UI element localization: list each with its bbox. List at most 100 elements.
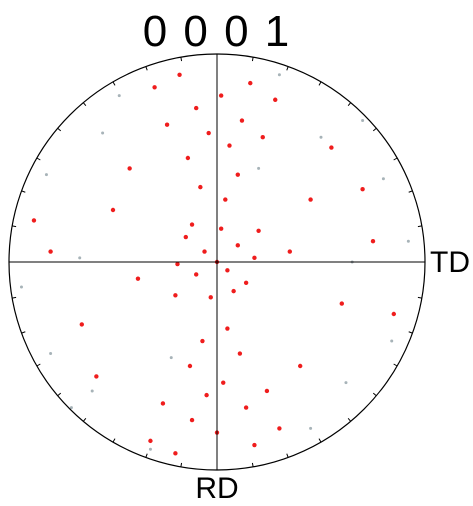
pole-point-series-0-28 xyxy=(273,97,278,102)
chart-title: 0 0 0 1 xyxy=(143,7,292,56)
pole-point-series-0-20 xyxy=(206,130,211,136)
boundary-tick-260 xyxy=(180,462,183,467)
boundary-tick-310 xyxy=(347,417,352,422)
pole-point-series-1-2 xyxy=(344,381,348,385)
pole-point-series-0-21 xyxy=(239,118,245,123)
pole-point-series-0-7 xyxy=(218,226,224,231)
pole-point-series-0-57 xyxy=(287,249,292,254)
boundary-tick-140 xyxy=(57,127,62,132)
boundary-tick-150 xyxy=(36,157,41,161)
pole-point-series-0-1 xyxy=(202,249,207,254)
boundary-tick-40 xyxy=(372,127,377,132)
pole-point-series-1-13 xyxy=(117,94,121,98)
pole-point-series-0-52 xyxy=(127,166,132,171)
pole-point-series-0-49 xyxy=(370,239,376,244)
boundary-tick-50 xyxy=(347,102,352,107)
pole-point-series-1-0 xyxy=(319,135,323,139)
pole-point-series-1-3 xyxy=(90,389,94,393)
pole-point-series-0-53 xyxy=(329,145,334,150)
pole-point-series-1-19 xyxy=(78,256,82,260)
boundary-tick-350 xyxy=(417,296,422,299)
pole-point-series-0-58 xyxy=(135,276,141,281)
scatter-points xyxy=(19,72,410,456)
pole-point-series-0-39 xyxy=(252,442,257,448)
pole-point-series-0-29 xyxy=(152,85,157,90)
pole-point-series-0-45 xyxy=(308,197,313,202)
pole-point-series-0-54 xyxy=(94,374,99,379)
pole-point-series-0-40 xyxy=(173,451,178,456)
boundary-tick-10 xyxy=(417,225,422,228)
boundary-tick-160 xyxy=(21,190,26,193)
pole-point-series-0-55 xyxy=(391,311,396,317)
pole-point-series-1-14 xyxy=(361,119,365,123)
pole-point-series-0-24 xyxy=(248,80,253,86)
boundary-tick-30 xyxy=(393,157,398,161)
boundary-tick-240 xyxy=(112,438,116,443)
boundary-tick-290 xyxy=(286,453,289,458)
boundary-tick-20 xyxy=(408,190,413,193)
pole-point-series-0-48 xyxy=(79,322,85,327)
boundary-tick-200 xyxy=(21,331,26,334)
pole-point-series-0-30 xyxy=(225,326,230,331)
boundary-tick-340 xyxy=(408,331,413,334)
pole-point-series-1-7 xyxy=(49,352,53,356)
pole-point-series-0-23 xyxy=(218,93,224,98)
pole-point-series-0-10 xyxy=(175,261,180,267)
pole-point-series-0-22 xyxy=(194,105,199,111)
pole-point-series-0-34 xyxy=(221,380,226,385)
pole-point-series-1-8 xyxy=(277,73,281,77)
axis-label-rd: RD xyxy=(195,472,238,505)
pole-point-series-0-27 xyxy=(164,122,170,127)
pole-point-series-0-41 xyxy=(264,388,270,394)
pole-point-series-0-33 xyxy=(187,363,193,369)
pole-point-series-0-12 xyxy=(189,222,195,227)
boundary-tick-220 xyxy=(57,392,62,397)
boundary-tick-230 xyxy=(82,417,87,422)
axis-label-td: TD xyxy=(430,246,470,279)
pole-point-series-1-10 xyxy=(406,239,410,243)
pole-point-series-0-36 xyxy=(243,405,249,410)
pole-point-series-1-15 xyxy=(69,406,73,410)
pole-point-series-1-6 xyxy=(390,339,394,343)
boundary-tick-70 xyxy=(286,66,289,71)
boundary-tick-280 xyxy=(251,462,254,467)
boundary-tick-300 xyxy=(318,438,322,443)
boundary-tick-60 xyxy=(318,81,322,86)
pole-point-series-0-46 xyxy=(110,207,116,213)
boundary-tick-120 xyxy=(112,81,116,86)
pole-point-series-0-43 xyxy=(277,426,282,431)
boundary-tick-100 xyxy=(180,57,183,62)
pole-point-series-0-56 xyxy=(31,218,37,223)
pole-point-series-0-19 xyxy=(227,143,232,148)
pole-point-series-1-12 xyxy=(309,426,313,430)
pole-point-series-1-16 xyxy=(257,166,261,170)
boundary-tick-320 xyxy=(372,392,377,397)
pole-point-series-0-18 xyxy=(185,155,191,161)
pole-point-series-0-47 xyxy=(339,301,344,306)
boundary-tick-330 xyxy=(393,363,398,367)
boundary-tick-130 xyxy=(82,102,87,107)
boundary-tick-190 xyxy=(12,296,17,299)
pole-point-series-0-16 xyxy=(198,184,203,190)
boundary-ticks xyxy=(9,54,425,470)
boundary-tick-250 xyxy=(145,453,148,458)
pole-point-series-0-51 xyxy=(298,363,303,369)
pole-point-series-0-35 xyxy=(204,392,209,398)
pole-point-series-0-13 xyxy=(256,228,261,233)
pole-point-series-1-1 xyxy=(101,131,105,135)
pole-point-series-0-50 xyxy=(48,249,53,254)
pole-point-series-0-5 xyxy=(243,280,249,285)
pole-point-series-0-11 xyxy=(231,288,236,294)
pole-point-series-1-11 xyxy=(19,285,23,289)
pole-point-series-0-32 xyxy=(237,351,243,356)
boundary-tick-80 xyxy=(251,57,254,62)
pole-point-series-0-37 xyxy=(189,417,195,423)
pole-point-series-0-26 xyxy=(260,135,265,140)
pole-point-series-1-17 xyxy=(169,356,173,360)
pole-point-series-0-6 xyxy=(183,234,188,240)
pole-point-series-0-44 xyxy=(148,438,153,444)
boundary-tick-210 xyxy=(36,363,41,367)
pole-point-series-0-25 xyxy=(177,72,182,78)
pole-point-series-0-15 xyxy=(223,197,228,202)
